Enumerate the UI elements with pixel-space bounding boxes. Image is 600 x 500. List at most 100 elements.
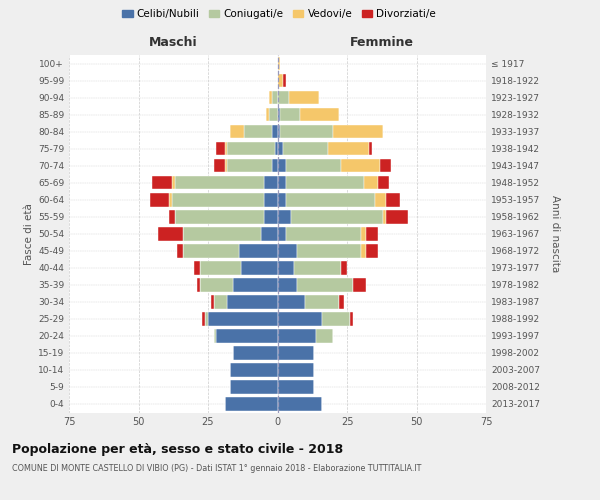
Bar [269, 108, 277, 122]
Bar [277, 227, 286, 240]
Bar [292, 210, 383, 224]
Bar [230, 363, 277, 377]
Text: Femmine: Femmine [350, 36, 414, 49]
Bar [286, 227, 361, 240]
Y-axis label: Fasce di età: Fasce di età [24, 203, 34, 264]
Bar [364, 176, 377, 190]
Bar [277, 261, 294, 274]
Bar [272, 159, 277, 172]
Bar [377, 176, 389, 190]
Bar [277, 125, 280, 138]
Bar [333, 125, 383, 138]
Bar [200, 261, 241, 274]
Text: COMUNE DI MONTE CASTELLO DI VIBIO (PG) - Dati ISTAT 1° gennaio 2018 - Elaborazio: COMUNE DI MONTE CASTELLO DI VIBIO (PG) -… [12, 464, 421, 473]
Bar [158, 227, 183, 240]
Bar [175, 176, 263, 190]
Bar [214, 329, 217, 342]
Bar [263, 210, 277, 224]
Bar [233, 278, 277, 291]
Bar [277, 159, 286, 172]
Bar [214, 159, 224, 172]
Bar [217, 142, 224, 156]
Bar [277, 380, 314, 394]
Bar [283, 74, 286, 88]
Bar [175, 210, 263, 224]
Bar [169, 193, 172, 206]
Bar [277, 295, 305, 308]
Bar [277, 108, 280, 122]
Bar [280, 108, 300, 122]
Bar [205, 312, 208, 326]
Bar [316, 329, 333, 342]
Bar [386, 210, 408, 224]
Bar [280, 125, 333, 138]
Bar [277, 176, 286, 190]
Bar [286, 193, 375, 206]
Bar [289, 91, 319, 104]
Bar [197, 278, 200, 291]
Bar [328, 142, 369, 156]
Bar [263, 176, 277, 190]
Y-axis label: Anni di nascita: Anni di nascita [550, 195, 560, 272]
Bar [272, 125, 277, 138]
Bar [263, 193, 277, 206]
Bar [208, 312, 277, 326]
Bar [277, 312, 322, 326]
Bar [152, 176, 172, 190]
Bar [261, 227, 277, 240]
Bar [294, 261, 341, 274]
Bar [277, 278, 297, 291]
Bar [353, 278, 367, 291]
Bar [266, 108, 269, 122]
Legend: Celibi/Nubili, Coniugati/e, Vedovi/e, Divorziati/e: Celibi/Nubili, Coniugati/e, Vedovi/e, Di… [118, 5, 440, 24]
Bar [277, 329, 316, 342]
Bar [322, 312, 350, 326]
Bar [227, 295, 277, 308]
Bar [244, 125, 272, 138]
Bar [297, 278, 353, 291]
Bar [277, 91, 289, 104]
Bar [230, 380, 277, 394]
Bar [386, 193, 400, 206]
Bar [239, 244, 277, 258]
Bar [283, 142, 328, 156]
Bar [350, 312, 353, 326]
Bar [297, 244, 361, 258]
Bar [277, 397, 322, 411]
Bar [277, 56, 280, 70]
Bar [286, 176, 364, 190]
Bar [149, 193, 169, 206]
Bar [269, 91, 272, 104]
Bar [178, 244, 183, 258]
Bar [361, 244, 367, 258]
Bar [305, 295, 338, 308]
Bar [277, 346, 314, 360]
Bar [217, 329, 277, 342]
Bar [194, 261, 200, 274]
Bar [202, 312, 205, 326]
Bar [277, 244, 297, 258]
Bar [200, 278, 233, 291]
Bar [224, 142, 227, 156]
Bar [286, 159, 341, 172]
Bar [277, 142, 283, 156]
Bar [172, 176, 175, 190]
Bar [277, 74, 283, 88]
Bar [375, 193, 386, 206]
Bar [214, 295, 227, 308]
Bar [277, 193, 286, 206]
Bar [341, 159, 380, 172]
Bar [367, 244, 377, 258]
Bar [383, 210, 386, 224]
Bar [380, 159, 391, 172]
Bar [224, 397, 277, 411]
Bar [277, 210, 292, 224]
Bar [272, 91, 277, 104]
Bar [169, 210, 175, 224]
Bar [338, 295, 344, 308]
Bar [341, 261, 347, 274]
Bar [227, 159, 272, 172]
Bar [367, 227, 377, 240]
Bar [183, 227, 261, 240]
Bar [361, 227, 367, 240]
